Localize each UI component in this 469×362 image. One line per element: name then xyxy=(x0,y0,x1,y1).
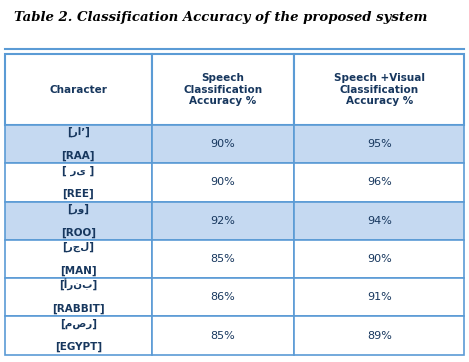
Bar xyxy=(294,278,464,316)
Text: 92%: 92% xyxy=(211,216,235,226)
Bar xyxy=(152,316,294,355)
Bar xyxy=(294,125,464,163)
Text: [ رى ]: [ رى ] xyxy=(62,165,94,176)
Text: Character: Character xyxy=(49,85,107,94)
Text: 89%: 89% xyxy=(367,331,392,341)
Text: [RAA]: [RAA] xyxy=(61,151,95,161)
Text: [راʼ]: [راʼ] xyxy=(67,127,90,138)
Text: Speech
Classification
Accuracy %: Speech Classification Accuracy % xyxy=(183,73,263,106)
Text: Table 2. Classification Accuracy of the proposed system: Table 2. Classification Accuracy of the … xyxy=(14,11,427,24)
Text: 86%: 86% xyxy=(211,292,235,302)
Text: 90%: 90% xyxy=(211,177,235,188)
Text: [رجل]: [رجل] xyxy=(62,242,94,252)
Bar xyxy=(152,278,294,316)
Text: [EGYPT]: [EGYPT] xyxy=(55,342,102,353)
Bar xyxy=(5,163,152,202)
Bar xyxy=(5,125,152,163)
Bar xyxy=(152,54,294,125)
Bar xyxy=(294,202,464,240)
Bar xyxy=(5,240,152,278)
Text: 85%: 85% xyxy=(211,254,235,264)
Bar xyxy=(152,240,294,278)
Text: 95%: 95% xyxy=(367,139,392,149)
Bar xyxy=(152,125,294,163)
Bar xyxy=(5,316,152,355)
Text: 91%: 91% xyxy=(367,292,392,302)
Text: [مصر]: [مصر] xyxy=(60,319,97,329)
Text: 85%: 85% xyxy=(211,331,235,341)
Bar xyxy=(294,316,464,355)
Bar xyxy=(152,202,294,240)
Text: [رو]: [رو] xyxy=(67,204,89,214)
Text: 90%: 90% xyxy=(211,139,235,149)
Text: [MAN]: [MAN] xyxy=(60,266,97,276)
Text: [RABBIT]: [RABBIT] xyxy=(52,304,105,314)
Bar xyxy=(294,54,464,125)
Text: [أرنب]: [أرنب] xyxy=(59,279,98,291)
Text: Speech +Visual
Classification
Accuracy %: Speech +Visual Classification Accuracy % xyxy=(334,73,425,106)
Bar xyxy=(152,163,294,202)
Bar xyxy=(5,202,152,240)
Bar xyxy=(294,240,464,278)
Bar xyxy=(5,54,152,125)
Text: 94%: 94% xyxy=(367,216,392,226)
Text: 96%: 96% xyxy=(367,177,392,188)
Bar xyxy=(294,163,464,202)
Text: [REE]: [REE] xyxy=(62,189,94,199)
Bar xyxy=(5,278,152,316)
Text: 90%: 90% xyxy=(367,254,392,264)
Text: [ROO]: [ROO] xyxy=(61,227,96,237)
